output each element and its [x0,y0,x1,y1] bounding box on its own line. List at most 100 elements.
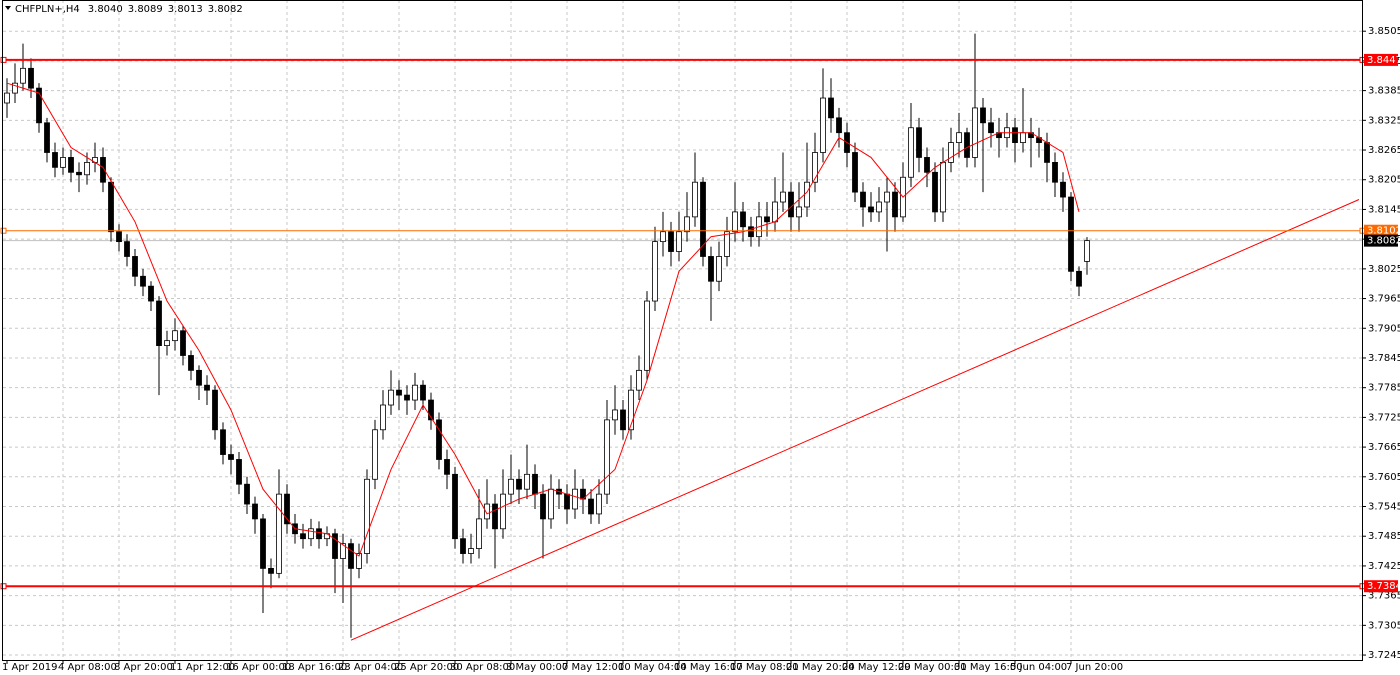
x-tick-label: 10 May 04:00 [618,662,687,673]
candle-body [364,478,370,554]
x-tick-label: 16 Apr 00:00 [226,662,291,673]
y-tick-label: 3.7245 [1368,650,1400,661]
x-tick-label: 30 Apr 08:00 [450,662,515,673]
candle-body [676,231,682,252]
candle-body [316,528,322,540]
candle-body [684,216,690,233]
candle-body [708,256,714,282]
candle-body [852,152,858,193]
candle-body [108,181,114,233]
candle-body [700,181,706,257]
candle-body [796,206,802,218]
candle-body [28,67,34,89]
candle-body [52,152,58,168]
candle-body [404,394,410,401]
candle-body [836,117,842,134]
candle-body [500,493,506,530]
y-tick-label: 3.7605 [1368,472,1400,483]
candle-body [548,488,554,520]
candle-body [140,275,146,287]
candle-body [180,330,186,356]
candle-body [100,157,106,183]
menu-icon[interactable] [5,6,11,10]
grid [3,0,1362,660]
y-tick-label: 3.7725 [1368,412,1400,423]
candle-body [332,533,338,559]
candle-body [540,493,546,520]
candle-body [780,191,786,203]
candle-body [348,543,354,569]
x-tick-label: 14 May 16:00 [674,662,743,673]
candle-body [724,231,730,257]
candle-body [228,454,234,460]
candle-body [236,459,242,485]
candle-body [1020,132,1026,143]
candle-body [884,191,890,203]
candle-body [572,488,578,510]
candle-body [1068,196,1074,272]
candle-body [436,419,442,460]
x-tick-label: 23 Apr 04:00 [338,662,403,673]
candle-body [804,181,810,208]
candle-body [60,157,66,168]
x-tick-label: 7 May 12:00 [562,662,624,673]
candle-body [788,191,794,218]
candle-body [828,97,834,119]
candle-body [196,369,202,386]
close: 3.8082 [208,4,243,15]
candle-body [452,473,458,540]
candle-body [716,256,722,282]
y-tick-label: 3.7485 [1368,531,1400,542]
candle-body [284,493,290,525]
y-tick-label: 3.8505 [1368,26,1400,37]
level-label: 3.8102 [1367,226,1400,237]
candle-body [484,503,490,520]
candle-body [268,568,274,574]
y-tick-label: 3.7845 [1368,353,1400,364]
candle-body [44,122,50,153]
x-tick-label: 21 May 20:00 [786,662,855,673]
plot-frame [2,0,1363,661]
candle-body [1012,127,1018,143]
candle-body [612,409,618,421]
high: 3.8089 [128,4,163,15]
chart-header: CHFPLN+,H4 3.8040 3.8089 3.8013 3.8082 [15,4,243,15]
level-anchor [0,227,7,234]
x-tick-label: 17 May 08:00 [730,662,799,673]
candle-body [252,503,258,520]
candle-body [924,157,930,173]
moving-average [6,82,1080,557]
candle-body [508,478,514,495]
candle-body [532,473,538,495]
candle-body [668,231,674,252]
x-tick-label: 25 Apr 20:00 [394,662,459,673]
candle-body [660,231,666,243]
candle-body [812,152,818,183]
candle-body [916,127,922,158]
candle-body [876,201,882,213]
candle-body [20,67,26,84]
candle-body [260,518,266,569]
open: 3.8040 [88,4,123,15]
candle-body [932,171,938,213]
symbol: CHFPLN+,H4 [15,4,80,15]
level-label: 3.7384 [1367,581,1400,592]
candle-body [772,201,778,223]
candle-body [492,503,498,530]
y-tick-label: 3.7425 [1368,561,1400,572]
candle-body [84,162,90,176]
level-anchor [0,56,7,63]
candle-body [1076,270,1082,287]
y-tick-label: 3.8145 [1368,204,1400,215]
candle-body [164,340,170,346]
candle-body [636,369,642,391]
y-tick-label: 3.7785 [1368,383,1400,394]
candle-body [596,493,602,515]
candle-body [868,206,874,213]
y-tick-label: 3.8265 [1368,145,1400,156]
candle-body [460,538,466,554]
candle-body [940,162,946,213]
y-tick-label: 3.8385 [1368,86,1400,97]
candle-body [956,132,962,143]
candle-body [244,483,250,505]
